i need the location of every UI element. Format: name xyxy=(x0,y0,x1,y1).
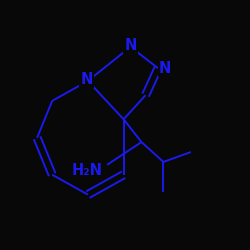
Text: N: N xyxy=(124,38,137,53)
Text: N: N xyxy=(159,61,171,76)
Text: H₂N: H₂N xyxy=(72,163,103,178)
Text: N: N xyxy=(80,72,93,87)
